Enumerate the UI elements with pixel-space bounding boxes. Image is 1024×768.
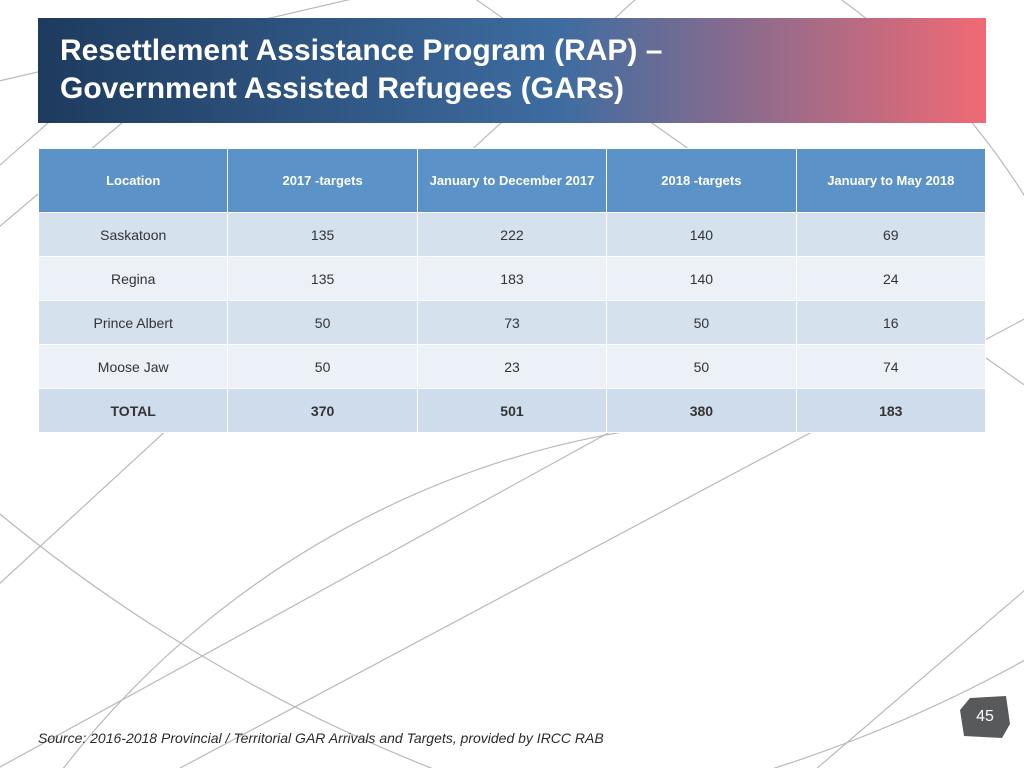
cell-location: Saskatoon <box>39 213 228 257</box>
page-number: 45 <box>960 696 1010 738</box>
title-line-1: Resettlement Assistance Program (RAP) – <box>60 34 662 67</box>
cell-value: 222 <box>417 213 606 257</box>
source-citation: Source: 2016-2018 Provincial / Territori… <box>38 730 604 746</box>
table-total-row: TOTAL 370 501 380 183 <box>39 389 986 433</box>
table-row: Saskatoon 135 222 140 69 <box>39 213 986 257</box>
cell-value: 50 <box>228 301 417 345</box>
col-2017-actual: January to December 2017 <box>417 149 606 213</box>
col-location: Location <box>39 149 228 213</box>
page-number-chip: 45 <box>960 696 1010 738</box>
cell-value: 16 <box>796 301 985 345</box>
table-row: Prince Albert 50 73 50 16 <box>39 301 986 345</box>
cell-total-value: 501 <box>417 389 606 433</box>
col-2017-target: 2017 -targets <box>228 149 417 213</box>
cell-value: 135 <box>228 257 417 301</box>
cell-value: 50 <box>228 345 417 389</box>
cell-value: 135 <box>228 213 417 257</box>
cell-value: 183 <box>417 257 606 301</box>
cell-value: 140 <box>607 257 796 301</box>
col-2018-actual: January to May 2018 <box>796 149 985 213</box>
cell-total-label: TOTAL <box>39 389 228 433</box>
cell-total-value: 183 <box>796 389 985 433</box>
col-2018-target: 2018 -targets <box>607 149 796 213</box>
title-line-2: Government Assisted Refugees (GARs) <box>60 72 624 105</box>
table-header-row: Location 2017 -targets January to Decemb… <box>39 149 986 213</box>
title-bar: Resettlement Assistance Program (RAP) – … <box>38 18 986 123</box>
cell-value: 23 <box>417 345 606 389</box>
cell-total-value: 370 <box>228 389 417 433</box>
cell-value: 24 <box>796 257 985 301</box>
cell-value: 74 <box>796 345 985 389</box>
cell-value: 50 <box>607 345 796 389</box>
data-table-container: Location 2017 -targets January to Decemb… <box>38 148 986 433</box>
cell-value: 69 <box>796 213 985 257</box>
slide-title: Resettlement Assistance Program (RAP) – … <box>60 32 964 107</box>
table-row: Regina 135 183 140 24 <box>39 257 986 301</box>
cell-location: Moose Jaw <box>39 345 228 389</box>
data-table: Location 2017 -targets January to Decemb… <box>38 148 986 433</box>
table-row: Moose Jaw 50 23 50 74 <box>39 345 986 389</box>
cell-value: 140 <box>607 213 796 257</box>
cell-location: Prince Albert <box>39 301 228 345</box>
cell-location: Regina <box>39 257 228 301</box>
cell-total-value: 380 <box>607 389 796 433</box>
cell-value: 73 <box>417 301 606 345</box>
cell-value: 50 <box>607 301 796 345</box>
